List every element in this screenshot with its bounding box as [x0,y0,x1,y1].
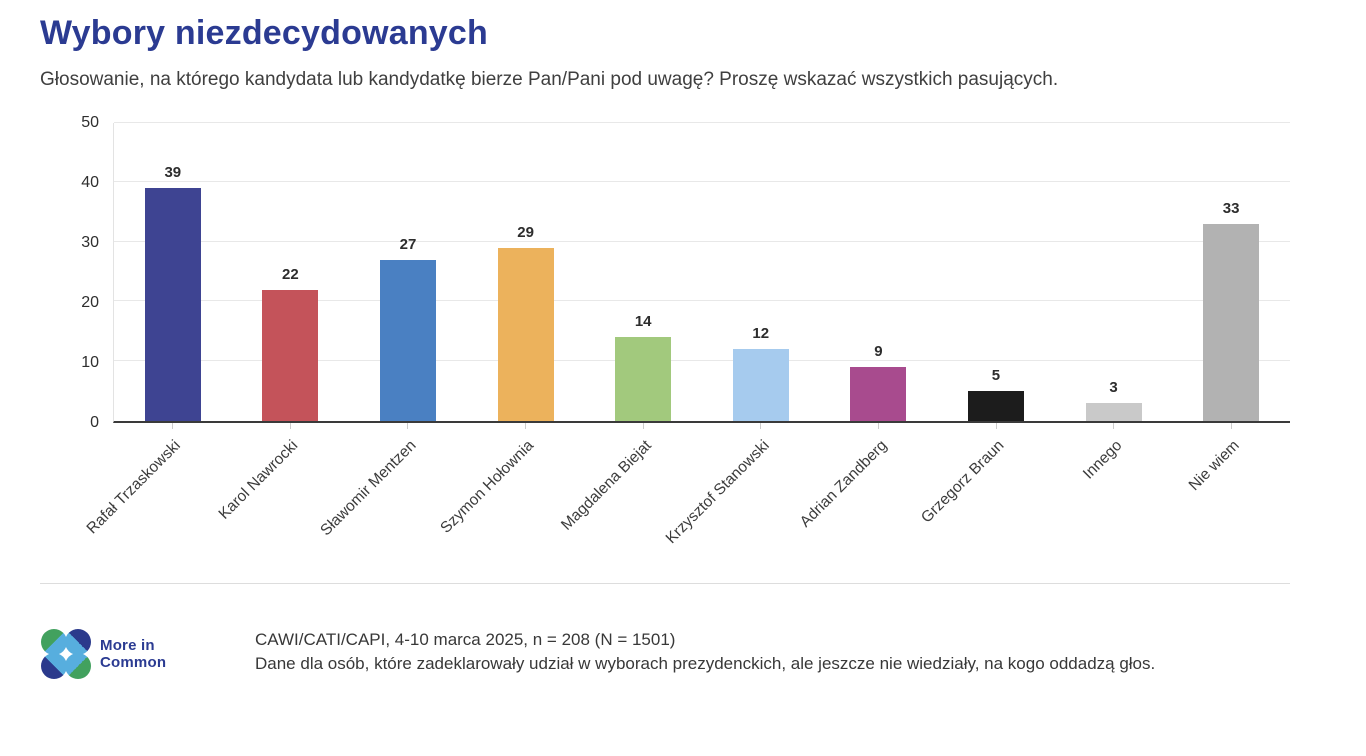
x-label-slot: Krzysztof Stanowski [662,422,820,575]
source-note: CAWI/CATI/CAPI, 4-10 marca 2025, n = 208… [255,628,1155,677]
bar [1085,402,1142,421]
bar-value-label: 5 [991,366,1001,384]
gridline [114,240,1290,242]
y-axis: 0 10 20 30 40 50 [40,114,113,431]
x-label-slot: Nie wiem [1172,422,1290,575]
bar [850,367,907,421]
bar [497,247,554,421]
bar-slot: 14 [584,123,702,421]
source-methodology: CAWI/CATI/CAPI, 4-10 marca 2025, n = 208… [255,629,676,649]
bar [615,337,672,421]
bar-value-label: 12 [752,325,770,343]
plot-column: 39 22 27 29 14 12 9 5 3 33 Rafał Trzaskowski Karol… [84,121,1290,575]
bar-slot: 33 [1172,123,1290,421]
bar-slot: 29 [467,123,585,421]
y-tick-label: 40 [81,173,99,191]
x-tick [995,422,997,429]
gridline [114,300,1290,302]
x-tick [171,422,173,429]
bar [144,188,201,421]
bar [379,259,436,421]
bar-slot: 5 [937,123,1055,421]
bar-value-label: 9 [874,343,883,361]
bar-slot: 3 [1055,123,1173,421]
x-label-slot: Adrian Zandberg [796,422,937,575]
more-in-common-logo: More in Common [40,628,255,680]
x-label-slot: Szymon Hołownia [437,422,584,575]
x-tick [760,422,762,429]
bar-value-label: 3 [1109,378,1118,396]
bar-slot: 22 [232,123,350,421]
gridline [114,360,1290,362]
bar-slot: 27 [349,123,467,421]
page-subtitle: Głosowanie, na którego kandydata lub kan… [40,69,1059,90]
x-axis-labels: Rafał Trzaskowski Karol Nawrocki Sławomir … [84,422,1290,575]
x-tick [524,422,526,429]
bar-slot: 12 [702,123,820,421]
clover-logo-icon [41,628,91,679]
x-tick-label: Rafał Trzaskowski [83,436,184,537]
bar-value-label: 14 [634,313,652,331]
logo-wordmark-line1: More in [100,636,155,654]
x-label-slot: Karol Nawrocki [216,422,349,575]
bar [732,349,789,421]
report-page: Wybory niezdecydowanych Głosowanie, na k… [40,14,1366,680]
logo-wordmark: More in Common [100,637,166,671]
footer-divider [40,582,1290,584]
y-tick-label: 10 [81,353,99,371]
page-title: Wybory niezdecydowanych [40,14,488,52]
bar-value-label: 33 [1222,199,1240,217]
x-label-slot: Magdalena Biejat [558,422,702,575]
bar [967,390,1024,421]
bar-chart: 0 10 20 30 40 50 39 22 27 29 14 12 9 5 3 33 Rafał Trza… [40,114,1290,575]
x-tick [878,422,880,429]
y-tick-label: 20 [81,293,99,311]
bar [1203,223,1260,421]
gridline [114,181,1290,183]
source-description: Dane dla osób, które zadeklarowały udzia… [255,654,1156,674]
x-label-slot: Sławomir Mentzen [317,422,466,575]
y-tick-label: 50 [81,113,99,131]
x-tick-label: Innego [1079,436,1126,483]
x-tick [642,422,644,429]
bar-value-label: 29 [517,223,534,241]
bar-value-label: 27 [399,235,417,253]
plot-area: 39 22 27 29 14 12 9 5 3 33 [113,121,1290,423]
bar-slot: 39 [114,123,232,421]
logo-wordmark-line2: Common [100,653,167,671]
x-label-slot: Grzegorz Braun [918,422,1055,575]
bar-value-label: 39 [164,164,182,182]
footer: More in Common CAWI/CATI/CAPI, 4-10 marc… [40,628,1366,680]
x-tick-label: Nie wiem [1186,436,1244,494]
gridline [114,121,1290,123]
x-label-slot: Innego [1055,422,1173,575]
x-tick [1231,422,1233,429]
x-tick [407,422,409,429]
x-label-slot: Rafał Trzaskowski [84,422,231,575]
y-tick-label: 30 [81,233,99,251]
bar-slot: 9 [820,123,938,421]
bar [262,289,319,421]
y-tick-label: 0 [90,413,99,431]
bar-value-label: 22 [282,265,299,283]
x-tick [289,422,291,429]
x-tick [1113,422,1115,429]
